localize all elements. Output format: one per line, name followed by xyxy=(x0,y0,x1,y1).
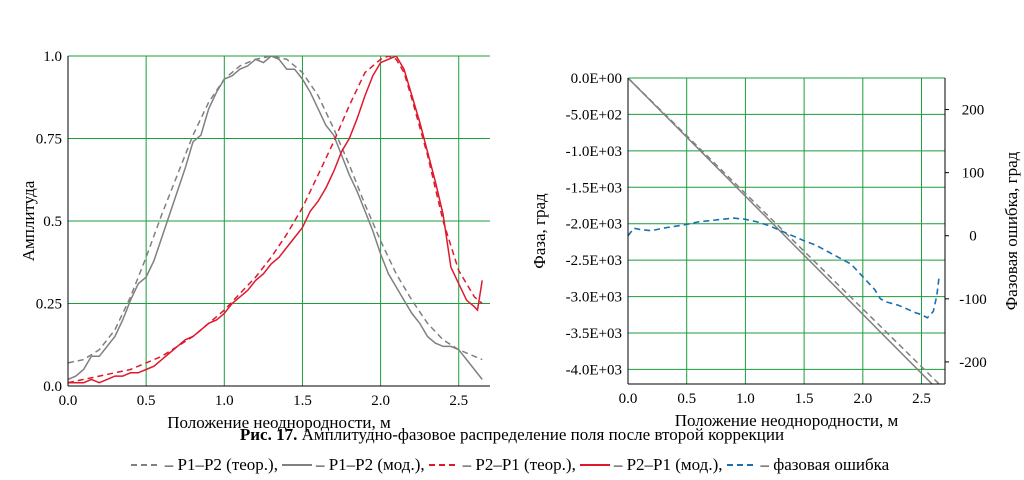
y-tick-label: 0.25 xyxy=(36,297,62,313)
y-axis-label: Амплитуда xyxy=(19,180,38,261)
x-tick-label: 0.0 xyxy=(59,393,78,409)
legend-swatch xyxy=(281,464,312,466)
legend-item: – P1–P2 (теор.), xyxy=(130,455,282,475)
x-tick-label: 2.0 xyxy=(371,393,390,409)
x-tick-label: 1.5 xyxy=(293,393,312,409)
y-tick-label: -2.5E+03 xyxy=(566,253,622,269)
y-right-tick-label: 100 xyxy=(962,166,985,182)
figure-caption: Рис. 17. Амплитудно-фазовое распределени… xyxy=(0,425,1024,445)
y-tick-label: -3.5E+03 xyxy=(566,326,622,342)
amplitude-chart: 0.0 0.5 1.0 1.5 2.0 2.5 0.0 0.25 0.5 0.75 1.0 Полож… xyxy=(19,49,490,432)
x-tick-label: 0.5 xyxy=(677,391,696,407)
y-tick-label: 0.75 xyxy=(36,132,62,148)
x-axis-label: Положение неоднородности, м xyxy=(675,411,899,430)
series-line-1 xyxy=(68,56,483,381)
legend-swatch xyxy=(428,464,459,466)
y-tick-label: -4.0E+03 xyxy=(566,362,622,378)
series-line-3 xyxy=(68,56,483,384)
y-tick-label: 0.5 xyxy=(43,214,62,230)
x-tick-label: 2.0 xyxy=(853,391,872,407)
legend-swatch xyxy=(726,464,757,466)
y-tick-label: -5.0E+02 xyxy=(566,107,622,123)
y-axis-label-right: Фазовая ошибка, град xyxy=(1002,151,1021,310)
legend-swatch xyxy=(579,464,610,466)
legend-swatch xyxy=(130,464,161,466)
series-line-0 xyxy=(628,78,940,384)
x-tick-label: 0.0 xyxy=(619,391,638,407)
series-line-2 xyxy=(628,217,940,319)
x-tick-label: 0.5 xyxy=(137,393,156,409)
legend-item: – P2–P1 (теор.), xyxy=(428,455,580,475)
legend-label: – P1–P2 (теор.), xyxy=(164,455,278,474)
legend-label: – фазовая ошибка xyxy=(760,455,890,474)
y-right-tick-label: 0 xyxy=(969,229,977,245)
series-line-0 xyxy=(68,56,483,364)
legend-item: – P2–P1 (мод.), xyxy=(579,455,727,475)
phase-chart: 0.0 0.5 1.0 1.5 2.0 2.5 0.0E+00 -5.0E+02 -1.0E+0… xyxy=(530,71,1021,430)
x-tick-label: 1.0 xyxy=(215,393,234,409)
legend: – P1–P2 (теор.), – P1–P2 (мод.), – P2–P1 (… xyxy=(0,451,1024,475)
y-right-tick-label: -200 xyxy=(959,355,987,371)
y-tick-label: 1.0 xyxy=(43,49,62,65)
legend-item: – P1–P2 (мод.), xyxy=(281,455,429,475)
legend-label: – P2–P1 (мод.), xyxy=(613,455,723,474)
series-line-2 xyxy=(68,56,483,384)
y-axis-label: Фаза, град xyxy=(530,193,549,269)
x-tick-label: 2.5 xyxy=(912,391,931,407)
legend-item: – фазовая ошибка xyxy=(726,455,894,475)
legend-label: – P1–P2 (мод.), xyxy=(315,455,425,474)
y-tick-label: 0.0 xyxy=(43,379,62,395)
y-tick-label: -1.5E+03 xyxy=(566,180,622,196)
caption-text: Амплитудно-фазовое распределение поля по… xyxy=(297,425,785,444)
caption-label: Рис. 17. xyxy=(239,425,298,444)
y-tick-label: -2.0E+03 xyxy=(566,217,622,233)
series-line-1 xyxy=(628,78,934,384)
y-tick-label: -3.0E+03 xyxy=(566,290,622,306)
y-right-tick-label: -100 xyxy=(959,292,987,308)
legend-label: – P2–P1 (теор.), xyxy=(462,455,576,474)
y-right-tick-label: 200 xyxy=(962,103,985,119)
x-tick-label: 1.0 xyxy=(736,391,755,407)
x-tick-label: 1.5 xyxy=(795,391,814,407)
y-tick-label: 0.0E+00 xyxy=(571,71,622,87)
x-tick-label: 2.5 xyxy=(449,393,468,409)
y-tick-label: -1.0E+03 xyxy=(566,144,622,160)
x-axis-label: Положение неоднородности, м xyxy=(167,413,391,432)
